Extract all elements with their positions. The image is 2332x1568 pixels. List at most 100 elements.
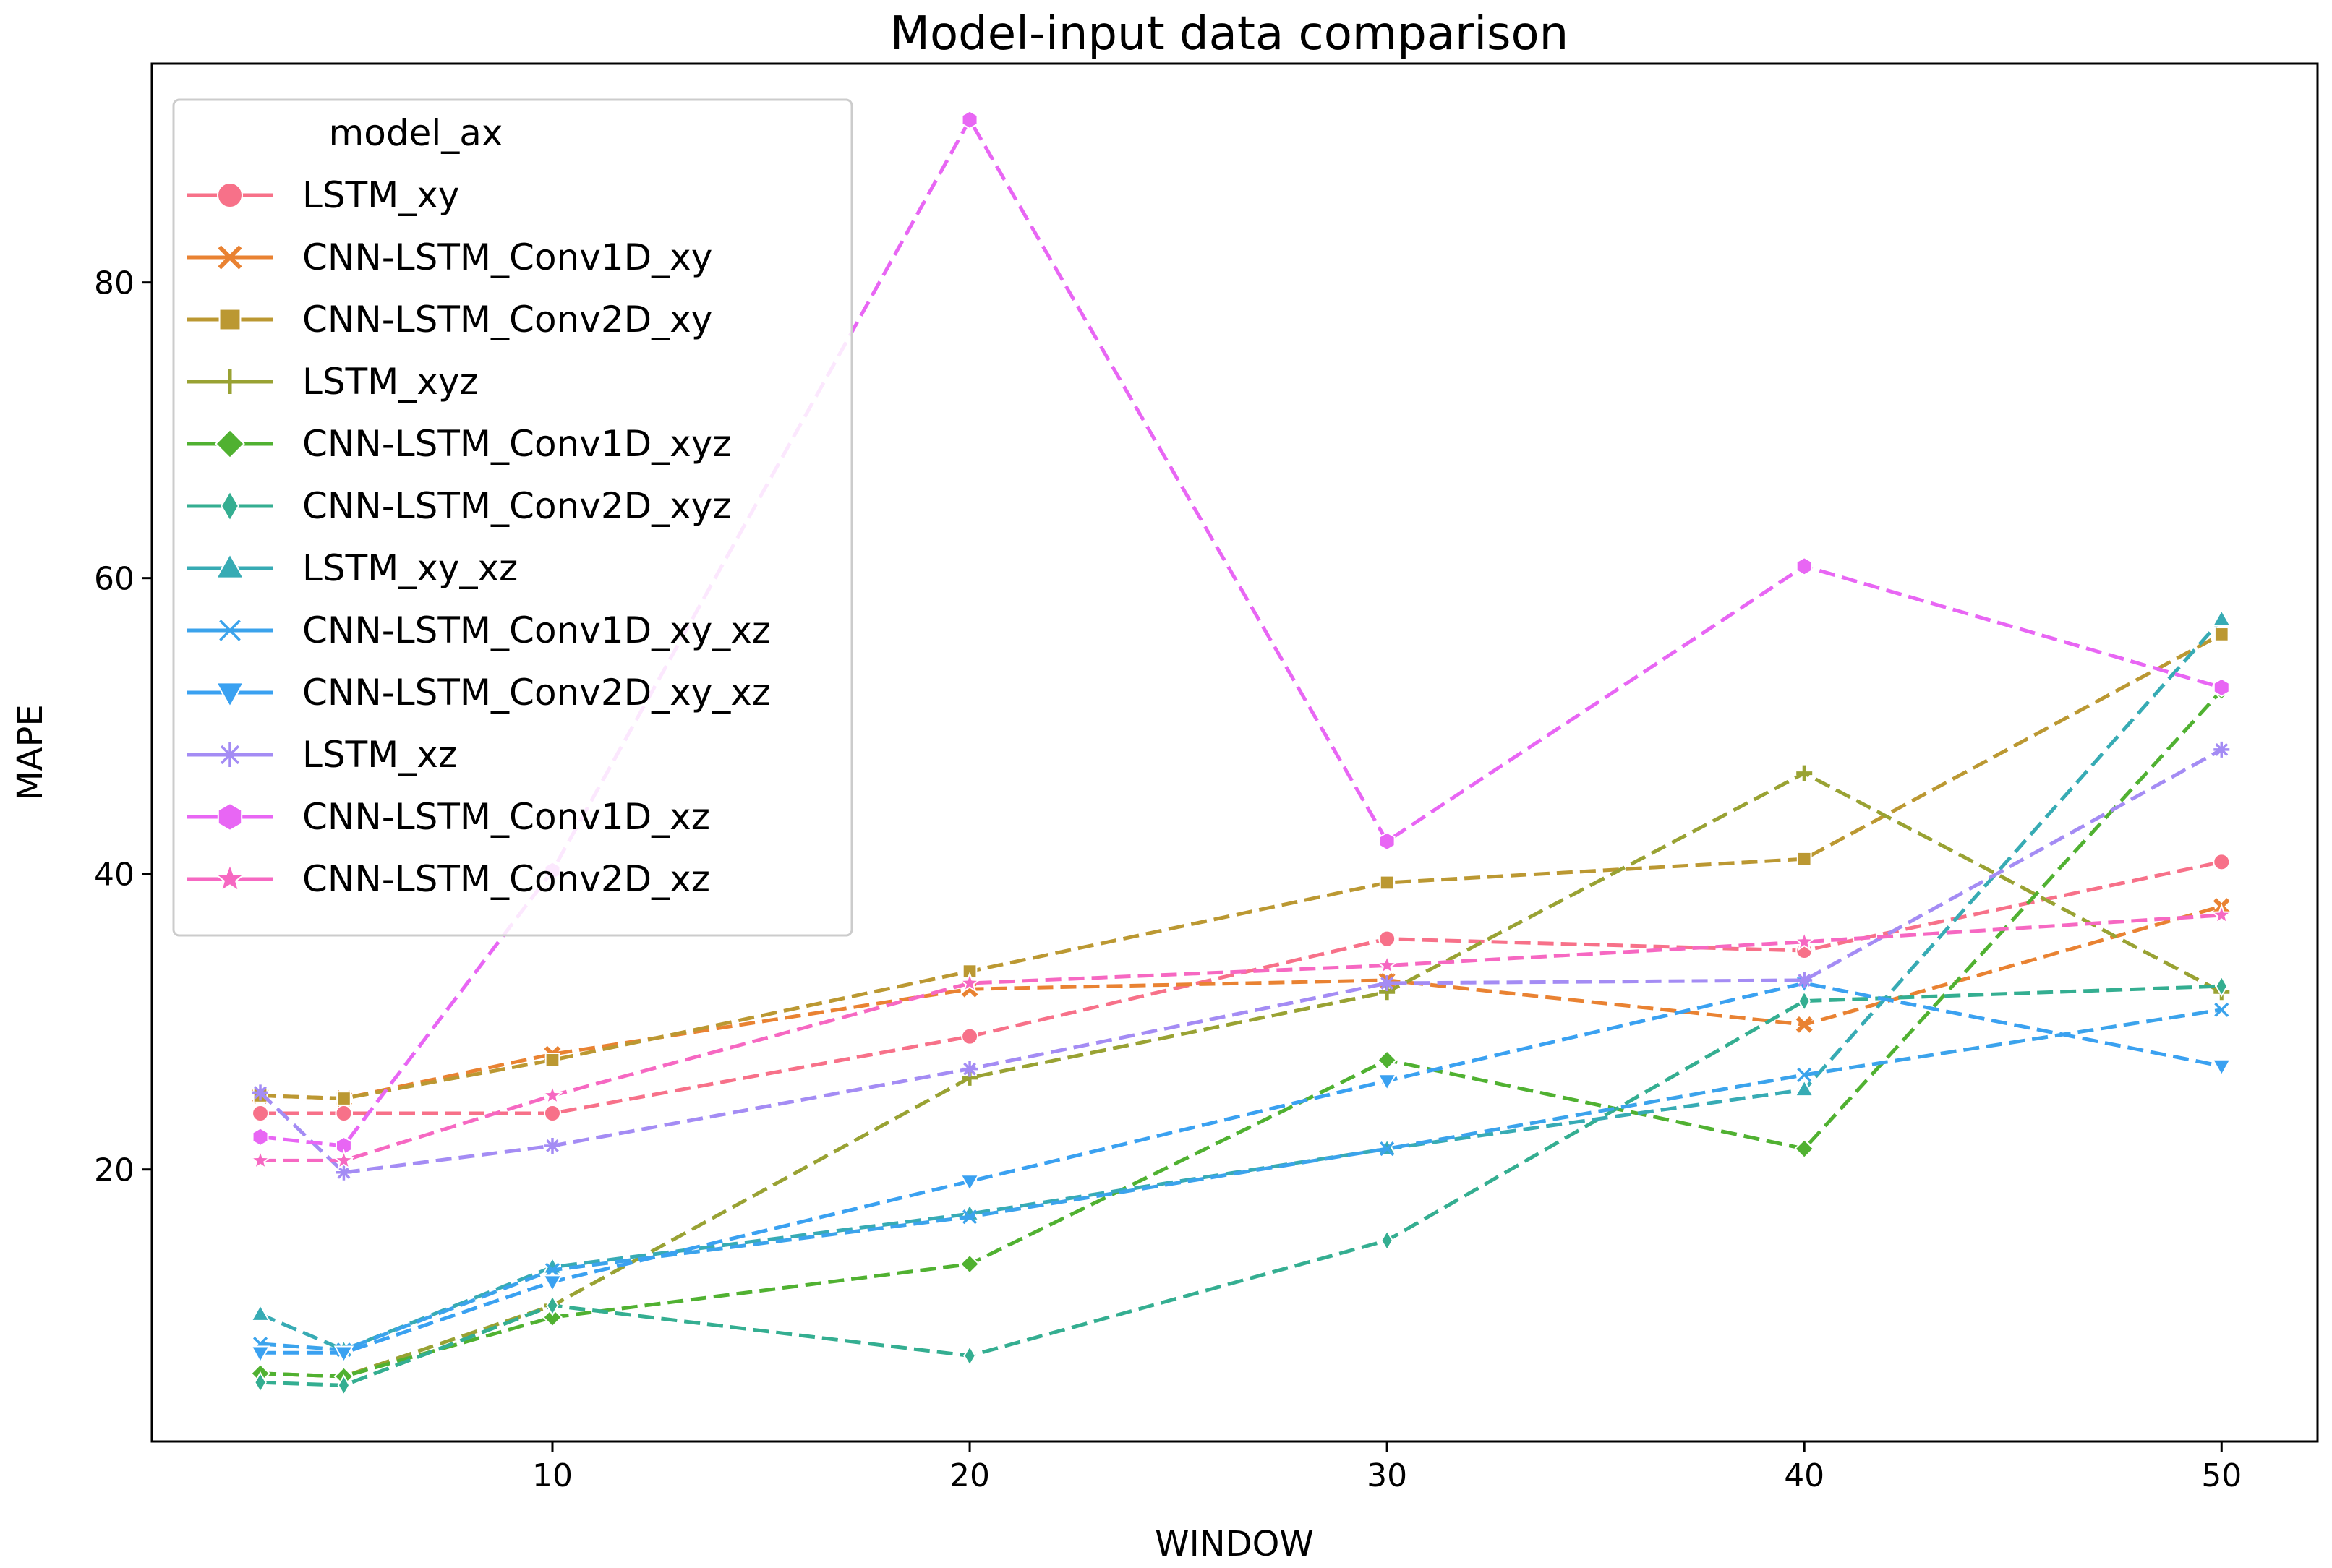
data-point [1380,1229,1393,1252]
legend-label: LSTM_xyz [302,361,479,403]
series-CNN-LSTM_Conv2D_xz [249,903,2233,1170]
legend-marker [219,620,241,641]
y-tick-label: 40 [94,857,134,894]
x-tick-label: 40 [1784,1457,1824,1494]
legend-entry: CNN-LSTM_Conv1D_xy_xz [187,609,771,651]
x-axis-label: WINDOW [1155,1524,1314,1564]
legend-label: CNN-LSTM_Conv1D_xy_xz [302,609,771,651]
legend-label: CNN-LSTM_Conv1D_xyz [302,423,732,465]
legend-entry: LSTM_xy_xz [187,547,518,589]
data-point [1797,1067,1812,1082]
data-point [544,1053,560,1068]
legend-entry: CNN-LSTM_Conv1D_xyz [187,423,732,465]
data-point [541,1084,564,1105]
legend-marker [215,552,245,579]
legend-box [172,98,853,937]
x-tick-label: 20 [949,1457,990,1494]
data-point [542,1274,563,1293]
legend-entry: LSTM_xy [187,174,459,216]
data-point [336,1164,352,1181]
data-point [1377,1074,1397,1092]
data-point [336,1091,351,1106]
legend-label: CNN-LSTM_Conv2D_xy [302,299,712,340]
legend-entry: LSTM_xz [187,734,457,776]
legend-marker [217,802,243,831]
data-point [1796,765,1813,781]
legend-marker [215,429,245,459]
legend-entry: CNN-LSTM_Conv2D_xy [187,299,712,340]
legend-entry: CNN-LSTM_Conv1D_xz [187,796,710,838]
x-tick-label: 30 [1367,1457,1407,1494]
data-point [2215,974,2229,998]
data-point [960,1174,980,1192]
legend-label: CNN-LSTM_Conv2D_xy_xz [302,672,771,714]
data-point [1794,1139,1815,1160]
data-point [2214,1002,2229,1017]
x-tick-label: 50 [2201,1457,2242,1494]
data-point [1795,1016,1813,1033]
data-point [1796,851,1812,867]
legend-entry: CNN-LSTM_Conv2D_xz [187,858,710,900]
data-point [2213,677,2230,698]
plot-frame [150,62,2319,1443]
legend-label: CNN-LSTM_Conv2D_xyz [302,485,732,527]
data-point [337,1374,351,1397]
legend-marker [220,489,240,523]
y-axis-label: MAPE [10,704,51,801]
data-point [335,1104,353,1122]
legend-entry: CNN-LSTM_Conv1D_xy [187,236,712,278]
legend: model_ax LSTM_xy CNN-LSTM_Conv1D_xy CNN-LST… [172,98,853,937]
data-point [1796,972,1813,988]
data-point [2211,1058,2232,1077]
data-point [1378,930,1396,948]
data-point [2213,741,2230,758]
legend-marker [217,182,243,208]
legend-marker [218,369,242,394]
legend-marker [218,308,242,331]
data-point [252,1104,270,1122]
data-point [254,1371,267,1394]
series-CNN-LSTM_Conv2D_xyz [254,974,2229,1397]
data-point [1794,1079,1815,1097]
data-point [2213,627,2229,642]
legend-label: CNN-LSTM_Conv1D_xz [302,796,710,838]
legend-title: model_ax [329,112,503,154]
series-CNN-LSTM_Conv2D_xy_xz [250,976,2232,1363]
legend-entry: LSTM_xyz [187,361,479,403]
legend-entry: CNN-LSTM_Conv2D_xy_xz [187,672,771,714]
data-point [546,1294,559,1317]
legend-entry: CNN-LSTM_Conv2D_xyz [187,485,732,527]
data-point [333,1149,355,1170]
data-point [959,1254,981,1274]
data-point [962,1061,978,1077]
legend-label: CNN-LSTM_Conv1D_xy [302,236,712,278]
data-point [1795,557,1813,576]
data-point [249,1149,272,1170]
legend-marker [215,682,245,708]
legend-marker [213,862,247,893]
y-tick-label: 20 [94,1152,134,1189]
data-point [1798,990,1811,1012]
axes: 10 20 30 40 50 20 40 60 80 [94,265,2242,1494]
data-point [252,1084,269,1101]
data-point [543,1104,561,1122]
series-LSTM_xz [252,741,2230,1181]
data-point [1377,1050,1398,1071]
data-point [962,1209,978,1225]
data-point [1379,875,1395,891]
data-point [544,1137,560,1154]
legend-marker [218,742,242,767]
y-tick-label: 80 [94,265,134,302]
chart-title: Model-input data comparison [890,7,1568,61]
data-point [250,1303,270,1321]
legend-label: LSTM_xy [302,174,459,216]
data-point [250,1345,270,1363]
data-point [958,971,981,993]
data-point [544,1262,560,1277]
data-point [2211,609,2232,627]
series-CNN-LSTM_Conv1D_xz [252,110,2230,1156]
y-tick-label: 60 [94,561,134,598]
series-LSTM_xy [252,853,2231,1122]
